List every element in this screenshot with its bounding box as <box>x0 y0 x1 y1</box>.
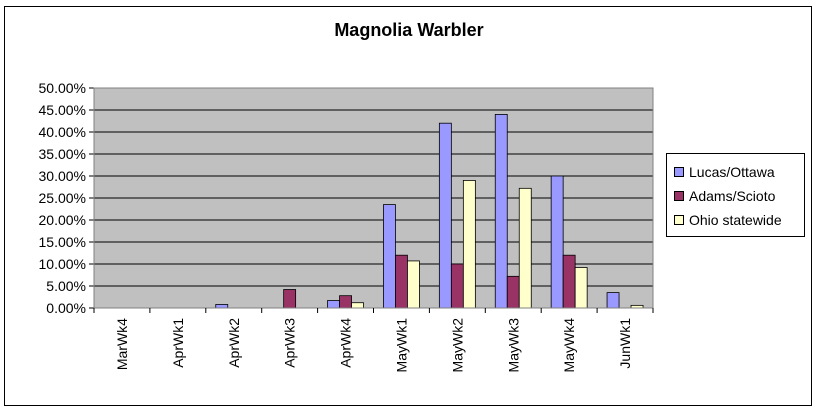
legend-item: Ohio statewide <box>674 208 804 232</box>
bar-adams-scioto-aprwk4 <box>339 295 352 309</box>
y-tick-labels: 50.00% 45.00% 40.00% 35.00% 30.00% 25.00% 20.0… <box>39 80 86 316</box>
x-tick-label: AprWk4 <box>338 318 354 368</box>
y-tick-label: 0.00% <box>46 300 86 316</box>
y-tick-label: 35.00% <box>39 146 86 162</box>
y-tick-label: 20.00% <box>39 212 86 228</box>
x-tick-label: AprWk1 <box>170 318 186 368</box>
y-tick-label: 30.00% <box>39 168 86 184</box>
x-tick-label: MayWk2 <box>449 318 465 373</box>
bar-lucas-ottawa-aprwk4 <box>327 300 340 309</box>
y-tick-label: 50.00% <box>39 80 86 96</box>
y-tick-label: 40.00% <box>39 124 86 140</box>
bar-adams-scioto-maywk1 <box>395 254 408 309</box>
legend-item: Adams/Scioto <box>674 184 804 208</box>
bar-adams-scioto-maywk3 <box>506 275 520 309</box>
bar-adams-scioto-aprwk3 <box>283 289 297 309</box>
x-tick-label: MayWk4 <box>561 318 577 373</box>
y-tick-label: 45.00% <box>39 102 86 118</box>
bar-lucas-ottawa-maywk1 <box>383 204 396 309</box>
x-tick-label: AprWk2 <box>226 318 242 368</box>
legend-label: Lucas/Ottawa <box>689 164 775 180</box>
bars <box>215 114 644 309</box>
bar-lucas-ottawa-junwk1 <box>606 292 620 309</box>
bar-ohio-statewide-aprwk4 <box>351 302 364 309</box>
bar-adams-scioto-maywk4 <box>562 254 576 309</box>
chart-title: Magnolia Warbler <box>334 20 484 40</box>
y-tick-label: 15.00% <box>39 234 86 250</box>
y-tick-label: 10.00% <box>39 256 86 272</box>
x-tick-labels: MarWk4 AprWk1 AprWk2 AprWk3 AprWk4 MayWk1 MayW… <box>114 318 633 373</box>
bar-lucas-ottawa-maywk3 <box>494 114 508 309</box>
bar-ohio-statewide-maywk1 <box>407 260 420 309</box>
legend-swatch <box>674 167 684 177</box>
axes <box>93 87 654 313</box>
y-tick-label: 25.00% <box>39 190 86 206</box>
x-tick-label: AprWk3 <box>282 318 298 368</box>
legend: Lucas/Ottawa Adams/Scioto Ohio statewide <box>666 153 805 237</box>
bar-ohio-statewide-maywk4 <box>574 267 588 309</box>
bar-ohio-statewide-maywk2 <box>462 179 476 309</box>
x-tick-label: MarWk4 <box>114 318 130 370</box>
y-tick-label: 5.00% <box>46 278 86 294</box>
bar-adams-scioto-maywk2 <box>450 263 464 309</box>
bar-lucas-ottawa-aprwk2 <box>215 304 229 309</box>
x-tick-label: JunWk1 <box>617 318 633 369</box>
legend-label: Ohio statewide <box>689 212 782 228</box>
x-tick-label: MayWk3 <box>505 318 521 373</box>
legend-swatch <box>674 215 684 225</box>
x-tick-label: MayWk1 <box>393 318 409 373</box>
legend-label: Adams/Scioto <box>689 188 776 204</box>
bar-lucas-ottawa-maywk4 <box>550 175 564 309</box>
bar-lucas-ottawa-maywk2 <box>438 122 452 309</box>
legend-swatch <box>674 191 684 201</box>
bar-ohio-statewide-maywk3 <box>518 187 532 309</box>
legend-item: Lucas/Ottawa <box>674 160 804 184</box>
